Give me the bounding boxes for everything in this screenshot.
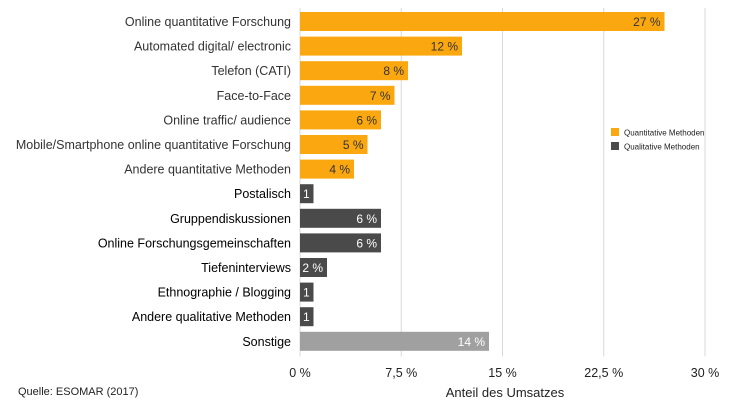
bar-value-label: 1 %: [303, 187, 324, 201]
category-label: Mobile/Smartphone online quantitative Fo…: [16, 138, 291, 152]
source-note: Quelle: ESOMAR (2017): [18, 386, 139, 398]
bars: 27 % 12 % 8 % 7 % 6 % 5 % 4 % 1 % 6 % 6 % 2 % 1 % 1 …: [300, 12, 665, 351]
x-tick-label: 0 %: [289, 366, 311, 380]
category-label: Andere quantitative Methoden: [124, 163, 291, 177]
bar-value-label: 7 %: [370, 89, 391, 103]
legend-swatch: [611, 128, 619, 136]
category-label: Face-to-Face: [217, 89, 291, 103]
category-label: Ethnographie / Blogging: [158, 286, 291, 300]
category-label: Sonstige: [242, 335, 291, 349]
bar-7: [300, 184, 314, 204]
bar-2: [300, 61, 408, 81]
category-label: Online traffic/ audience: [163, 113, 291, 127]
bar-3: [300, 85, 395, 105]
bar-value-label: 1 %: [303, 310, 324, 324]
legend-label: Qualitative Methoden: [624, 143, 700, 152]
category-label: Telefon (CATI): [211, 64, 291, 78]
legend-swatch: [611, 142, 619, 150]
x-tick-label: 15 %: [488, 366, 517, 380]
bar-value-label: 27 %: [633, 15, 661, 29]
bar-value-label: 12 %: [431, 40, 459, 54]
bar-6: [300, 159, 354, 179]
bar-value-label: 8 %: [383, 64, 404, 78]
bar-13: [300, 331, 489, 351]
bar-11: [300, 282, 314, 302]
category-label: Online quantitative Forschung: [125, 15, 291, 29]
bar-10: [300, 258, 327, 277]
category-label: Automated digital/ electronic: [134, 40, 291, 54]
x-tick-label: 7,5 %: [385, 366, 417, 380]
category-label: Andere qualitative Methoden: [132, 310, 291, 324]
bar-5: [300, 135, 368, 154]
x-axis-ticks: 0 % 7,5 % 15 % 22,5 % 30 %: [289, 366, 719, 380]
bar-value-label: 4 %: [329, 163, 350, 177]
bar-value-label: 6 %: [356, 113, 377, 127]
x-tick-label: 22,5 %: [584, 366, 623, 380]
bar-value-label: 6 %: [356, 236, 377, 250]
bar-value-label: 6 %: [356, 212, 377, 226]
bar-12: [300, 307, 314, 327]
bar-value-label: 5 %: [343, 138, 364, 152]
x-axis-label: Anteil des Umsatzes: [446, 385, 565, 400]
x-tick-label: 30 %: [691, 366, 720, 380]
category-labels: Online quantitative Forschung Automated d…: [16, 15, 291, 349]
bar-1: [300, 36, 462, 56]
grid-lines: [299, 8, 706, 357]
bar-0: [300, 12, 665, 31]
bar-value-label: 14 %: [458, 335, 486, 349]
bar-9: [300, 233, 381, 253]
legend: Quantitative Methoden Qualitative Methode…: [611, 128, 705, 152]
category-label: Tiefeninterviews: [201, 261, 291, 275]
legend-label: Quantitative Methoden: [624, 129, 705, 138]
category-label: Gruppendiskussionen: [170, 212, 291, 226]
category-label: Postalisch: [234, 187, 291, 201]
bar-8: [300, 208, 381, 228]
bar-value-label: 1 %: [303, 286, 324, 300]
bar-4: [300, 110, 381, 130]
bar-value-label: 2 %: [302, 261, 323, 275]
category-label: Online Forschungsgemeinschaften: [98, 236, 291, 250]
